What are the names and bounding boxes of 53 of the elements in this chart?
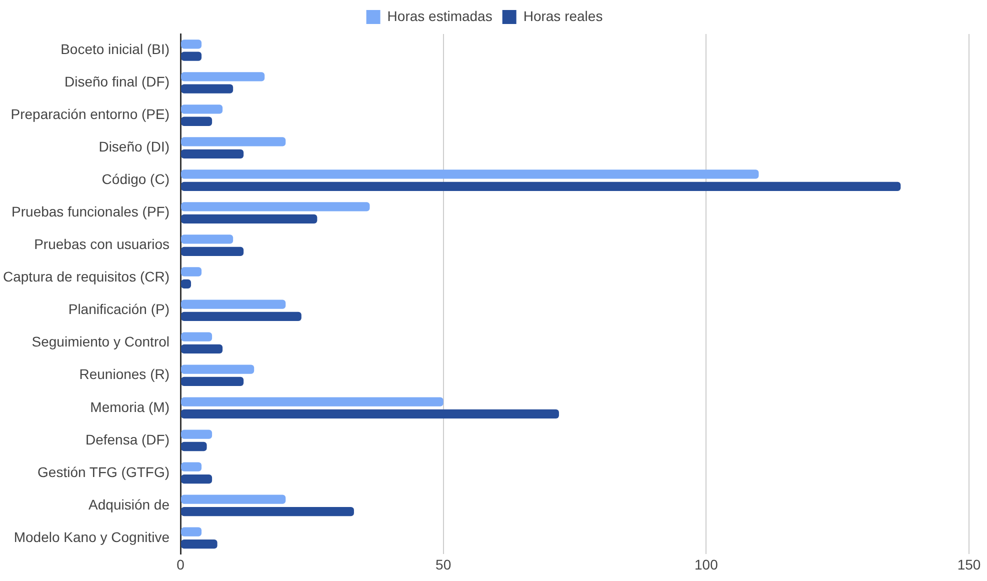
y-tick-label: Gestión TFG (GTFG) <box>38 464 170 480</box>
bar <box>181 116 212 126</box>
y-tick-label: Diseño (DI) <box>98 138 170 155</box>
bar <box>181 72 265 82</box>
bar <box>181 344 223 354</box>
legend-label: Horas reales <box>523 8 603 24</box>
y-tick-label: Boceto inicial (BI) <box>60 41 170 58</box>
bar <box>181 267 202 276</box>
x-tick-label: 150 <box>957 556 981 572</box>
bar <box>181 430 212 439</box>
bar <box>181 104 223 114</box>
bar <box>181 182 901 191</box>
y-tick-label: Modelo Kano y Cognitive <box>14 528 170 545</box>
bar <box>181 442 207 452</box>
bar <box>181 409 559 419</box>
bar <box>181 234 234 244</box>
bar <box>181 137 286 146</box>
x-tick-label: 50 <box>436 556 452 572</box>
bar <box>181 312 302 322</box>
bar <box>181 527 202 536</box>
bar <box>181 52 202 61</box>
bar <box>181 397 444 406</box>
y-tick-label: Defensa (DF) <box>85 431 170 448</box>
y-tick-label: Planificación (P) <box>68 301 170 318</box>
bar <box>181 474 212 484</box>
bar <box>181 214 318 224</box>
bar <box>181 84 234 94</box>
y-tick-label: Pruebas con usuarios <box>34 236 170 252</box>
bar <box>181 149 244 158</box>
y-tick-label: Seguimiento y Control <box>32 334 170 350</box>
bar <box>181 462 202 472</box>
bar <box>181 494 286 504</box>
y-tick-label: Código (C) <box>102 171 170 188</box>
y-tick-label: Adquisión de <box>88 496 170 512</box>
x-tick-label: 100 <box>694 556 718 572</box>
bar <box>181 506 354 516</box>
y-tick-label: Captura de requisitos (CR) <box>2 268 170 285</box>
bar <box>181 364 254 374</box>
legend-label: Horas estimadas <box>387 8 492 24</box>
y-tick-label: Preparación entorno (PE) <box>10 106 170 122</box>
y-tick-label: Diseño final (DF) <box>64 74 170 90</box>
bar <box>181 170 759 179</box>
bar <box>181 300 286 309</box>
bar <box>181 40 202 49</box>
y-tick-label: Memoria (M) <box>90 398 170 415</box>
bar <box>181 539 218 549</box>
y-tick-label: Reuniones (R) <box>79 366 170 382</box>
y-tick-label: Pruebas funcionales (PF) <box>12 204 170 220</box>
bar <box>181 376 244 386</box>
x-tick-label: 0 <box>176 556 185 572</box>
bar <box>181 202 370 212</box>
bar <box>181 246 244 256</box>
bar <box>181 332 212 342</box>
